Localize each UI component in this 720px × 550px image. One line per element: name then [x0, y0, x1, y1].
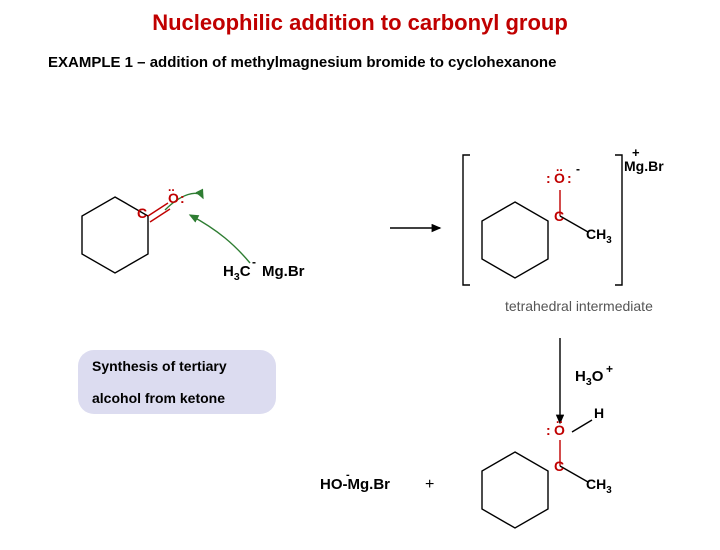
- callout-line1: Synthesis of tertiary: [92, 358, 262, 374]
- page-title: Nucleophilic addition to carbonyl group: [0, 10, 720, 36]
- label-plus4: +: [425, 476, 434, 494]
- intermediate-ring: [482, 202, 548, 278]
- label-lp3b: :: [546, 422, 551, 438]
- label-CH3-3: CH3: [586, 476, 612, 496]
- label-intermediate: tetrahedral intermediate: [505, 298, 653, 314]
- label-lp3a: ..: [556, 412, 563, 426]
- label-C1: C: [137, 205, 147, 221]
- label-lp2b: :: [546, 170, 551, 186]
- label-H3O: H3O: [575, 368, 603, 388]
- label-HOMgBr: HO-Mg.Br: [320, 476, 390, 493]
- label-lp1a: ..: [168, 180, 175, 194]
- example-subtitle: EXAMPLE 1 – addition of methylmagnesium …: [48, 54, 720, 71]
- label-MgBr2: Mg.Br: [624, 158, 664, 174]
- label-plus3: +: [606, 362, 613, 376]
- label-C3: C: [554, 458, 564, 474]
- label-CH3-2: CH3: [586, 226, 612, 246]
- callout-line2: alcohol from ketone: [92, 390, 262, 406]
- label-minus2: -: [576, 162, 580, 176]
- label-minus4: -: [346, 469, 350, 481]
- label-H3: H: [594, 405, 604, 421]
- label-H3C: H3C: [223, 263, 251, 283]
- label-lp2c: :: [567, 170, 572, 186]
- synthesis-callout: Synthesis of tertiary alcohol from keton…: [78, 350, 276, 414]
- label-C2: C: [554, 208, 564, 224]
- label-minus1: -: [252, 255, 256, 269]
- label-MgBr1: Mg.Br: [262, 263, 305, 280]
- product-ring: [482, 452, 548, 528]
- label-lp2a: ..: [556, 160, 563, 174]
- label-lp1b: :: [180, 190, 185, 206]
